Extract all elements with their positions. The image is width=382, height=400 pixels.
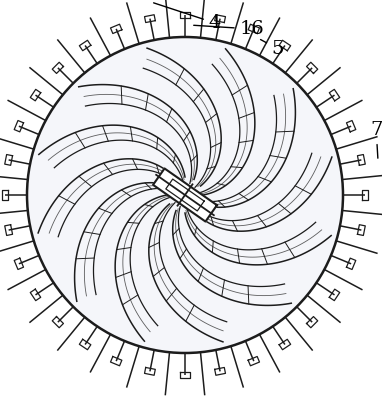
Polygon shape [153, 168, 217, 222]
Text: 16: 16 [194, 20, 264, 38]
Circle shape [27, 37, 343, 353]
Text: 7: 7 [370, 121, 382, 158]
Text: 4: 4 [154, 3, 221, 32]
Text: 5: 5 [261, 40, 284, 58]
